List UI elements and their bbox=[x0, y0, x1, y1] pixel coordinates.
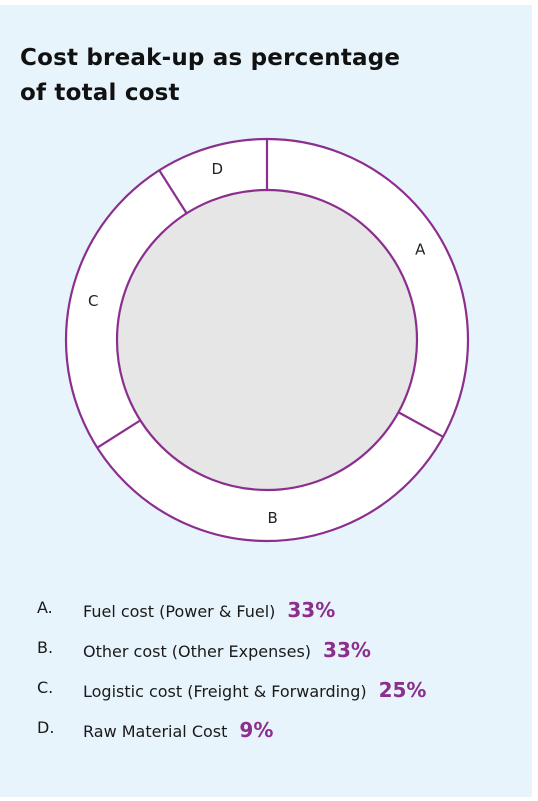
chart-title-line-2: of total cost bbox=[20, 80, 180, 106]
chart-title: Cost break-up as percentage of total cos… bbox=[20, 41, 440, 111]
legend-letter: C. bbox=[37, 678, 54, 697]
donut-divider bbox=[96, 419, 141, 449]
legend-label: Other cost (Other Expenses) bbox=[83, 642, 312, 661]
legend-value: 25% bbox=[378, 678, 427, 702]
donut-segment-labels: A B C D bbox=[88, 160, 426, 527]
legend-entry: Raw Material Cost 9% bbox=[83, 718, 273, 742]
legend-value: 33% bbox=[323, 638, 371, 662]
donut-slice-label-c: C bbox=[88, 292, 98, 310]
legend-label: Fuel cost (Power & Fuel) bbox=[83, 602, 276, 621]
donut-slice-d bbox=[159, 139, 267, 214]
legend-label: Raw Material Cost bbox=[83, 722, 228, 741]
legend-entry: Logistic cost (Freight & Forwarding) 25% bbox=[83, 678, 426, 702]
legend-entry: Other cost (Other Expenses) 33% bbox=[83, 638, 371, 662]
donut-slice-b bbox=[97, 412, 444, 541]
donut-ring bbox=[64, 137, 470, 543]
legend-value: 33% bbox=[287, 598, 336, 622]
donut-slice-c bbox=[66, 170, 187, 448]
legend-entry: Fuel cost (Power & Fuel) 33% bbox=[83, 598, 335, 622]
legend-letter: A. bbox=[37, 598, 53, 617]
donut-dividers bbox=[96, 139, 444, 449]
donut-center bbox=[115, 188, 419, 492]
legend-value: 9% bbox=[239, 718, 274, 742]
donut-divider bbox=[397, 411, 444, 438]
legend-label: Logistic cost (Freight & Forwarding) bbox=[83, 682, 367, 701]
legend-letter: D. bbox=[37, 718, 55, 737]
donut-divider bbox=[158, 169, 188, 214]
donut-slice-label-d: D bbox=[212, 160, 224, 178]
chart-title-line-1: Cost break-up as percentage bbox=[20, 45, 401, 71]
legend-letter: B. bbox=[37, 638, 54, 657]
donut-slice-label-a: A bbox=[415, 240, 426, 258]
donut-slice-a bbox=[267, 139, 468, 437]
donut-slice-label-b: B bbox=[267, 509, 277, 527]
